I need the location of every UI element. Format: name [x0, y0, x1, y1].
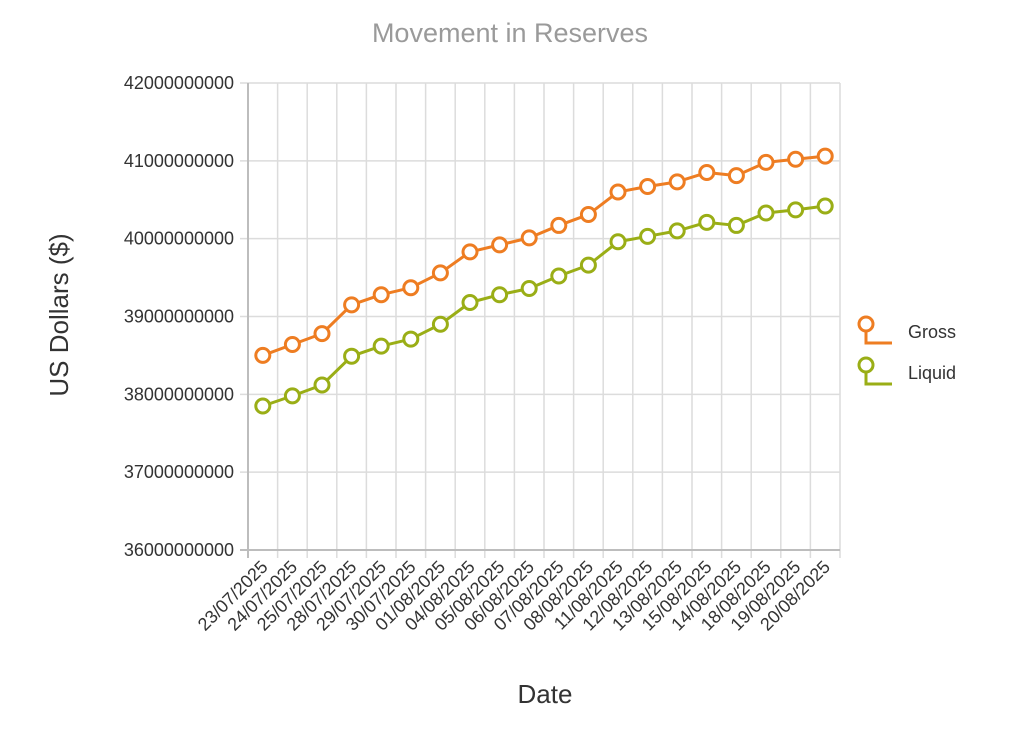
data-point [727, 167, 745, 185]
data-point [313, 325, 331, 343]
axes [240, 83, 840, 558]
x-tick-labels: 23/07/202524/07/202525/07/202528/07/2025… [194, 557, 834, 635]
legend-marker [857, 315, 875, 333]
data-point [579, 256, 597, 274]
series-gross [254, 147, 834, 364]
data-point [698, 164, 716, 182]
data-point [639, 227, 657, 245]
data-point [668, 222, 686, 240]
series-lines [254, 147, 834, 415]
legend-line-swatch [864, 372, 892, 386]
data-point [254, 346, 272, 364]
data-point [461, 243, 479, 261]
data-point [254, 397, 272, 415]
data-point [609, 183, 627, 201]
data-point [431, 264, 449, 282]
data-point [609, 233, 627, 251]
legend-label: Liquid [908, 363, 956, 383]
x-axis-title: Date [518, 679, 573, 709]
data-point [757, 204, 775, 222]
data-point [757, 153, 775, 171]
data-point [816, 197, 834, 215]
data-point [520, 229, 538, 247]
data-point [698, 213, 716, 231]
y-tick-label: 36000000000 [124, 540, 234, 560]
data-point [402, 279, 420, 297]
y-tick-label: 40000000000 [124, 229, 234, 249]
legend-label: Gross [908, 322, 956, 342]
y-axis-title: US Dollars ($) [44, 233, 74, 396]
data-point [550, 267, 568, 285]
data-point [787, 150, 805, 168]
data-point [461, 293, 479, 311]
data-point [343, 296, 361, 314]
data-point [520, 279, 538, 297]
data-point [668, 173, 686, 191]
legend-line-swatch [864, 331, 892, 345]
chart-title: Movement in Reserves [372, 18, 648, 48]
legend-item-liquid: Liquid [857, 356, 956, 386]
data-point [343, 347, 361, 365]
data-point [283, 336, 301, 354]
data-point [727, 216, 745, 234]
y-tick-label: 41000000000 [124, 151, 234, 171]
y-tick-labels: 36000000000 37000000000 38000000000 3900000… [124, 73, 234, 560]
data-point [639, 178, 657, 196]
data-point [816, 147, 834, 165]
y-tick-label: 37000000000 [124, 462, 234, 482]
legend-item-gross: Gross [857, 315, 956, 345]
gridlines [240, 82, 841, 558]
data-point [402, 330, 420, 348]
data-point [491, 236, 509, 254]
data-point [372, 337, 390, 355]
legend: Gross Liquid [857, 315, 956, 386]
y-tick-label: 38000000000 [124, 384, 234, 404]
legend-marker [857, 356, 875, 374]
y-tick-label: 42000000000 [124, 73, 234, 93]
data-point [787, 201, 805, 219]
data-point [579, 206, 597, 224]
data-point [283, 387, 301, 405]
data-point [550, 216, 568, 234]
data-point [313, 376, 331, 394]
data-point [491, 286, 509, 304]
data-point [431, 315, 449, 333]
series-liquid [254, 197, 834, 415]
y-tick-label: 39000000000 [124, 307, 234, 327]
data-point [372, 286, 390, 304]
